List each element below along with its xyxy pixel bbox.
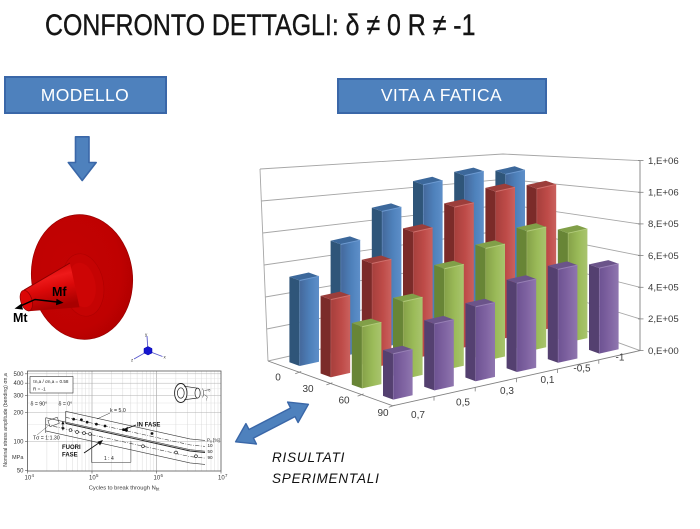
svg-text:90: 90 <box>208 455 214 460</box>
svg-text:1,E+06: 1,E+06 <box>648 188 679 199</box>
svg-text:Cycles to break through Nbt: Cycles to break through Nbt <box>89 486 160 492</box>
svg-text:10: 10 <box>208 443 214 448</box>
svg-text:Ps [%]: Ps [%] <box>207 438 220 444</box>
svg-text:10: 10 <box>89 476 96 482</box>
svg-text:300: 300 <box>13 393 24 399</box>
svg-text:10: 10 <box>218 476 225 482</box>
svg-text:IN FASE: IN FASE <box>137 423 160 429</box>
svg-text:5: 5 <box>96 473 99 478</box>
svg-text:50: 50 <box>208 449 214 454</box>
svg-text:FUORI: FUORI <box>62 445 81 451</box>
svg-text:τ: τ <box>206 398 208 402</box>
svg-text:90: 90 <box>377 408 389 419</box>
svg-text:7: 7 <box>225 473 228 478</box>
svg-text:y: y <box>145 332 148 337</box>
svg-text:0,E+00: 0,E+00 <box>648 346 679 357</box>
svg-text:50: 50 <box>17 469 24 475</box>
svg-text:0,5: 0,5 <box>456 397 470 408</box>
svg-text:100: 100 <box>13 440 24 446</box>
svg-text:30: 30 <box>302 384 314 395</box>
svg-text:1 : 4: 1 : 4 <box>104 456 114 462</box>
svg-text:6,E+05: 6,E+05 <box>648 251 679 262</box>
svg-text:z: z <box>131 358 134 363</box>
svg-text:0: 0 <box>275 372 281 383</box>
svg-text:-0,5: -0,5 <box>573 363 591 374</box>
svg-text:x: x <box>164 355 167 360</box>
svg-text:δ = 90°: δ = 90° <box>31 402 48 408</box>
svg-text:Nominal stress amplitude (bend: Nominal stress amplitude (bending) σn,a <box>3 373 9 467</box>
svg-text:2,E+05: 2,E+05 <box>648 314 679 325</box>
svg-text:1,E+06: 1,E+06 <box>648 156 679 167</box>
svg-text:0,1: 0,1 <box>541 375 555 386</box>
svg-text:Tσ = 1:1.30: Tσ = 1:1.30 <box>33 436 60 442</box>
svg-text:δ = 0°: δ = 0° <box>59 402 73 408</box>
svg-text:k = 5.0: k = 5.0 <box>110 408 126 414</box>
svg-text:4: 4 <box>32 473 35 478</box>
svg-text:8,E+05: 8,E+05 <box>648 219 679 230</box>
svg-text:500: 500 <box>13 372 24 378</box>
svg-text:σ: σ <box>209 389 211 393</box>
svg-text:0,3: 0,3 <box>500 386 514 397</box>
svg-text:400: 400 <box>13 381 24 387</box>
svg-text:6: 6 <box>161 473 164 478</box>
svg-text:FASE: FASE <box>62 453 78 459</box>
svg-text:10: 10 <box>25 476 32 482</box>
svg-text:60: 60 <box>338 395 350 406</box>
svg-text:-1: -1 <box>616 352 625 363</box>
svg-text:4,E+05: 4,E+05 <box>648 283 679 294</box>
svg-text:τn,a / σn,a = 0.58: τn,a / σn,a = 0.58 <box>33 379 69 384</box>
svg-text:0,7: 0,7 <box>411 410 425 421</box>
svg-text:R = -1: R = -1 <box>33 387 46 392</box>
svg-text:200: 200 <box>13 410 24 416</box>
svg-text:MPa: MPa <box>12 455 24 461</box>
svg-text:10: 10 <box>154 476 161 482</box>
